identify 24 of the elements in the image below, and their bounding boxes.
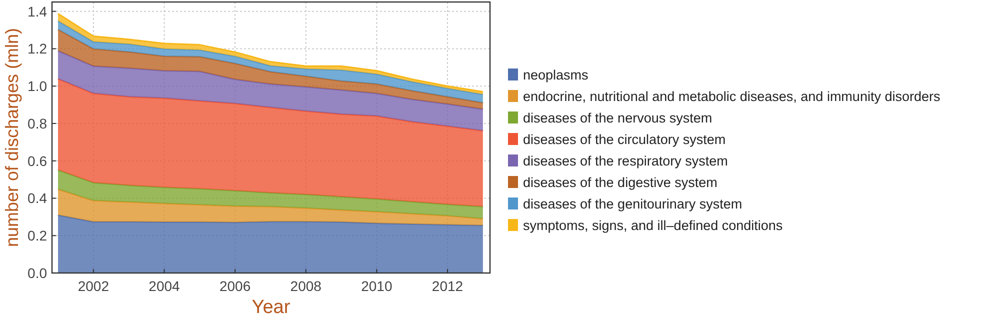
x-tick-label: 2012 [432,278,464,294]
y-axis-title: number of discharges (mln) [2,28,22,248]
x-tick-label: 2006 [219,278,251,294]
y-tick-label: 1.0 [28,78,48,94]
y-tick-label: 1.2 [28,40,48,57]
y-tick-label: 0.8 [28,115,48,132]
legend-label: diseases of the genitourinary system [523,196,742,212]
x-axis-title: Year [252,297,291,318]
x-tick-label: 2008 [290,278,322,294]
y-tick-label: 0.0 [28,265,48,281]
y-tick-label: 1.4 [28,3,48,20]
x-tick-label: 2004 [148,278,180,294]
y-tick-label: 0.6 [28,152,48,169]
y-tick-label: 0.2 [28,228,48,244]
legend-label: diseases of the respiratory system [523,154,728,168]
legend-label: symptoms, signs, and ill–defined conditions [523,218,783,233]
legend-label: diseases of the digestive system [523,175,718,190]
legend-label: endocrine, nutritional and metabolic diseases, and immunity disorders [523,89,940,104]
y-tick-label: 0.4 [28,190,48,206]
legend-label: neoplasms [523,68,589,82]
x-tick-label: 2010 [361,278,392,294]
x-tick-label: 2002 [78,278,110,294]
legend-label: diseases of the circulatory system [523,132,726,147]
legend-label: diseases of the nervous system [523,110,712,126]
